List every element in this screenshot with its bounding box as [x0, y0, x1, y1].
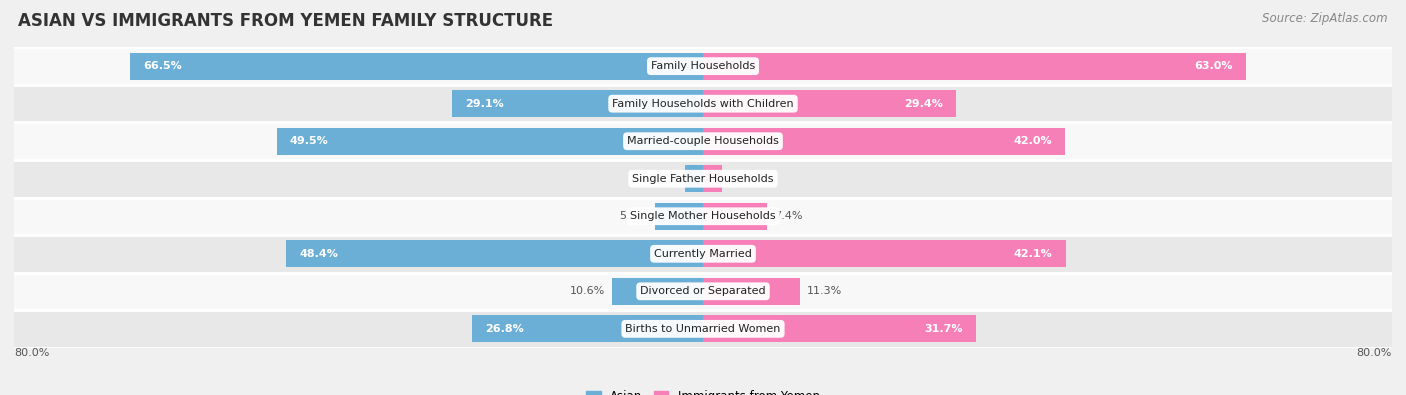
Text: 5.6%: 5.6%: [620, 211, 648, 221]
Bar: [14, 85, 1392, 122]
Bar: [14, 122, 1392, 160]
Bar: [703, 315, 976, 342]
Bar: [14, 160, 1392, 198]
Text: Births to Unmarried Women: Births to Unmarried Women: [626, 324, 780, 334]
Text: Married-couple Households: Married-couple Households: [627, 136, 779, 146]
Text: ASIAN VS IMMIGRANTS FROM YEMEN FAMILY STRUCTURE: ASIAN VS IMMIGRANTS FROM YEMEN FAMILY ST…: [18, 12, 554, 30]
Text: 31.7%: 31.7%: [925, 324, 963, 334]
Bar: [14, 235, 1392, 273]
Text: 80.0%: 80.0%: [14, 348, 49, 357]
Text: 26.8%: 26.8%: [485, 324, 524, 334]
Text: 48.4%: 48.4%: [299, 249, 337, 259]
Text: 10.6%: 10.6%: [569, 286, 605, 296]
Bar: [287, 240, 703, 267]
Bar: [453, 90, 703, 117]
Text: Single Mother Households: Single Mother Households: [630, 211, 776, 221]
Bar: [131, 53, 703, 80]
Text: 7.4%: 7.4%: [773, 211, 801, 221]
Legend: Asian, Immigrants from Yemen: Asian, Immigrants from Yemen: [582, 385, 824, 395]
Bar: [612, 278, 703, 305]
Text: 11.3%: 11.3%: [807, 286, 842, 296]
Text: Divorced or Separated: Divorced or Separated: [640, 286, 766, 296]
Text: 63.0%: 63.0%: [1194, 61, 1233, 71]
Bar: [703, 165, 721, 192]
Bar: [685, 165, 703, 192]
Bar: [14, 310, 1392, 348]
Bar: [703, 240, 1066, 267]
Text: 29.4%: 29.4%: [904, 99, 943, 109]
Text: 49.5%: 49.5%: [290, 136, 329, 146]
Bar: [703, 278, 800, 305]
Text: 42.0%: 42.0%: [1014, 136, 1052, 146]
Text: Single Father Households: Single Father Households: [633, 174, 773, 184]
Text: 2.1%: 2.1%: [650, 174, 678, 184]
Bar: [277, 128, 703, 155]
Text: Family Households: Family Households: [651, 61, 755, 71]
Text: Currently Married: Currently Married: [654, 249, 752, 259]
Bar: [703, 203, 766, 230]
Text: 66.5%: 66.5%: [143, 61, 181, 71]
Bar: [14, 273, 1392, 310]
Bar: [472, 315, 703, 342]
Bar: [14, 47, 1392, 85]
Bar: [703, 90, 956, 117]
Bar: [703, 128, 1064, 155]
Bar: [14, 198, 1392, 235]
Text: Family Households with Children: Family Households with Children: [612, 99, 794, 109]
Text: 29.1%: 29.1%: [465, 99, 505, 109]
Text: Source: ZipAtlas.com: Source: ZipAtlas.com: [1263, 12, 1388, 25]
Text: 80.0%: 80.0%: [1357, 348, 1392, 357]
Bar: [703, 53, 1246, 80]
Text: 2.2%: 2.2%: [728, 174, 758, 184]
Bar: [655, 203, 703, 230]
Text: 42.1%: 42.1%: [1014, 249, 1053, 259]
